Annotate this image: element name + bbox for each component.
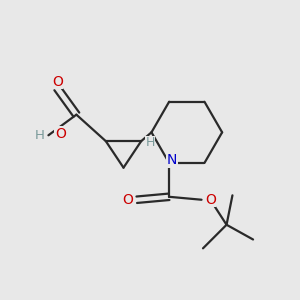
Text: N: N — [167, 153, 177, 167]
Text: O: O — [205, 193, 216, 207]
Text: O: O — [55, 127, 66, 141]
Text: H: H — [35, 129, 45, 142]
Text: H: H — [145, 136, 155, 149]
Text: O: O — [52, 75, 63, 89]
Text: O: O — [122, 193, 134, 207]
